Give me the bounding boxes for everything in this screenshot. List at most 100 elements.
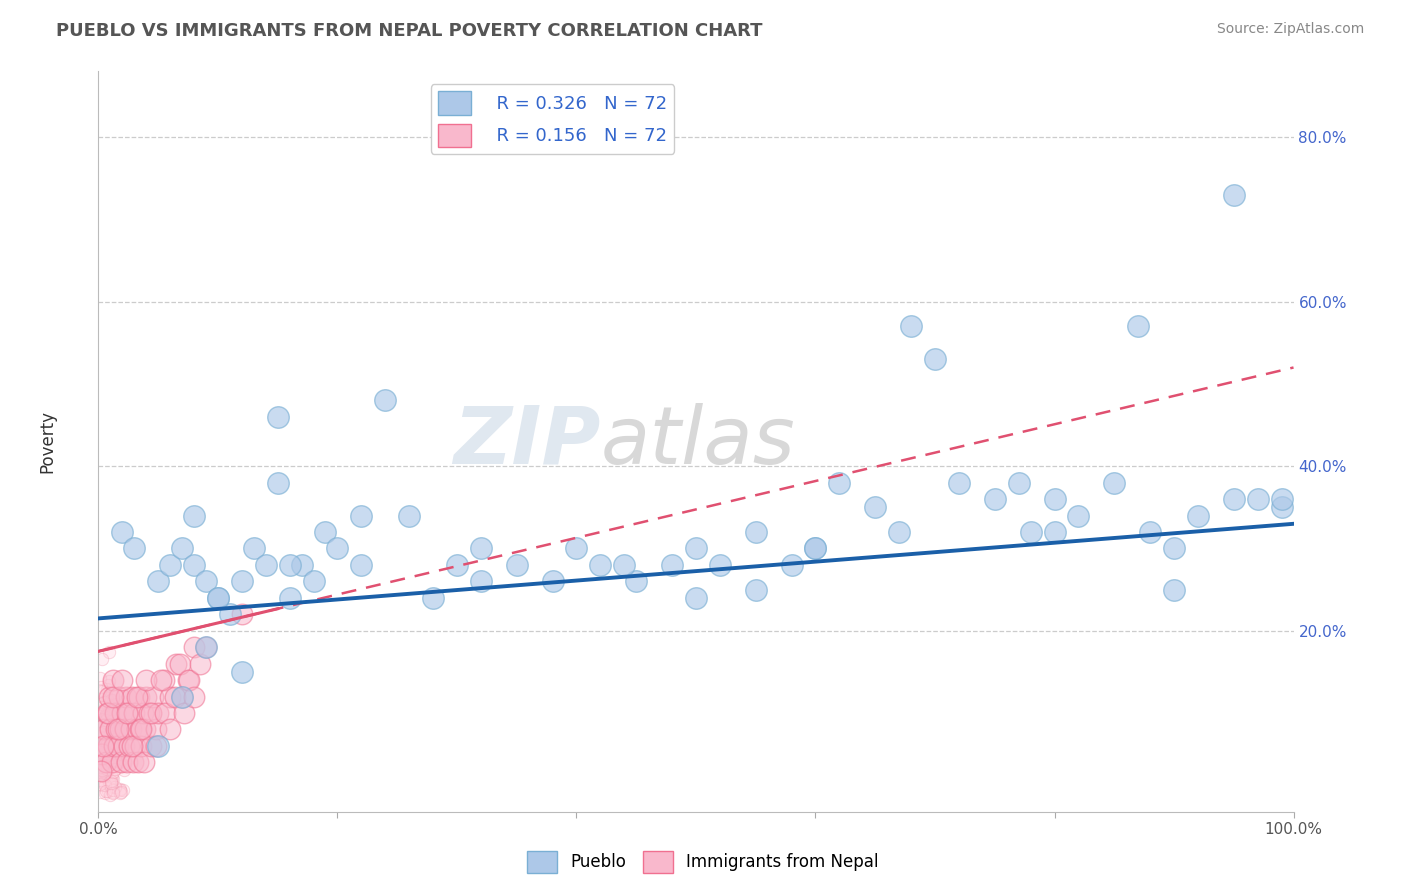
Point: [613, 558, 636, 572]
Point: [104, 762, 127, 776]
Point: [100, 729, 122, 743]
Point: [98, 673, 121, 688]
Point: [100, 693, 122, 707]
Point: [470, 541, 492, 556]
Point: [101, 774, 124, 789]
Point: [291, 558, 314, 572]
Point: [107, 723, 129, 737]
Point: [94, 786, 117, 800]
Point: [97, 729, 120, 743]
Point: [93, 726, 115, 740]
Point: [865, 500, 887, 515]
Point: [118, 739, 141, 753]
Point: [101, 785, 124, 799]
Point: [183, 508, 205, 523]
Point: [148, 739, 170, 753]
Point: [100, 750, 122, 764]
Point: [91, 763, 114, 777]
Point: [104, 706, 127, 720]
Point: [89, 760, 111, 774]
Point: [91, 719, 114, 733]
Point: [97, 745, 120, 759]
Point: [101, 783, 124, 797]
Point: [98, 723, 122, 737]
Point: [1223, 187, 1246, 202]
Point: [94, 739, 117, 753]
Point: [90, 758, 112, 772]
Point: [96, 763, 118, 777]
Point: [148, 574, 170, 589]
Point: [127, 756, 149, 770]
Point: [98, 706, 121, 720]
Point: [1163, 541, 1185, 556]
Point: [89, 767, 111, 781]
Point: [101, 698, 124, 712]
Point: [111, 706, 134, 720]
Point: [90, 745, 112, 759]
Point: [98, 788, 121, 802]
Point: [101, 764, 124, 779]
Point: [142, 690, 165, 704]
Point: [111, 783, 134, 797]
Point: [93, 709, 115, 723]
Point: [107, 738, 129, 752]
Point: [96, 746, 118, 760]
Point: [94, 728, 117, 742]
Point: [105, 730, 128, 744]
Point: [90, 738, 112, 752]
Point: [103, 786, 125, 800]
Point: [745, 582, 768, 597]
Point: [89, 759, 111, 773]
Point: [90, 714, 112, 729]
Point: [98, 705, 121, 719]
Point: [96, 762, 118, 776]
Text: ZIP: ZIP: [453, 402, 600, 481]
Point: [745, 524, 768, 539]
Legend: Pueblo, Immigrants from Nepal: Pueblo, Immigrants from Nepal: [520, 845, 886, 880]
Point: [110, 783, 132, 797]
Point: [207, 591, 229, 605]
Point: [103, 712, 125, 726]
Point: [94, 714, 117, 729]
Point: [93, 769, 115, 783]
Point: [155, 706, 177, 720]
Point: [374, 393, 396, 408]
Point: [148, 706, 170, 720]
Point: [1043, 524, 1066, 539]
Point: [98, 729, 121, 743]
Point: [89, 684, 111, 698]
Point: [145, 739, 167, 753]
Point: [107, 737, 129, 751]
Point: [1128, 319, 1150, 334]
Point: [100, 714, 122, 728]
Point: [122, 756, 145, 770]
Point: [121, 690, 143, 704]
Point: [90, 726, 112, 740]
Point: [108, 755, 131, 769]
Point: [91, 718, 114, 732]
Point: [91, 735, 114, 749]
Point: [97, 731, 120, 745]
Point: [100, 716, 122, 731]
Point: [1043, 492, 1066, 507]
Point: [139, 739, 162, 753]
Point: [132, 756, 155, 770]
Point: [804, 541, 827, 556]
Point: [112, 739, 135, 753]
Point: [188, 657, 211, 671]
Point: [101, 690, 124, 704]
Point: [105, 742, 128, 756]
Point: [94, 723, 117, 737]
Point: [96, 737, 118, 751]
Point: [398, 508, 420, 523]
Point: [93, 730, 115, 744]
Point: [96, 708, 118, 723]
Point: [94, 762, 117, 776]
Point: [101, 748, 124, 763]
Point: [97, 784, 120, 798]
Point: [115, 690, 138, 704]
Point: [94, 700, 117, 714]
Point: [89, 746, 111, 760]
Point: [125, 690, 148, 704]
Point: [165, 657, 187, 671]
